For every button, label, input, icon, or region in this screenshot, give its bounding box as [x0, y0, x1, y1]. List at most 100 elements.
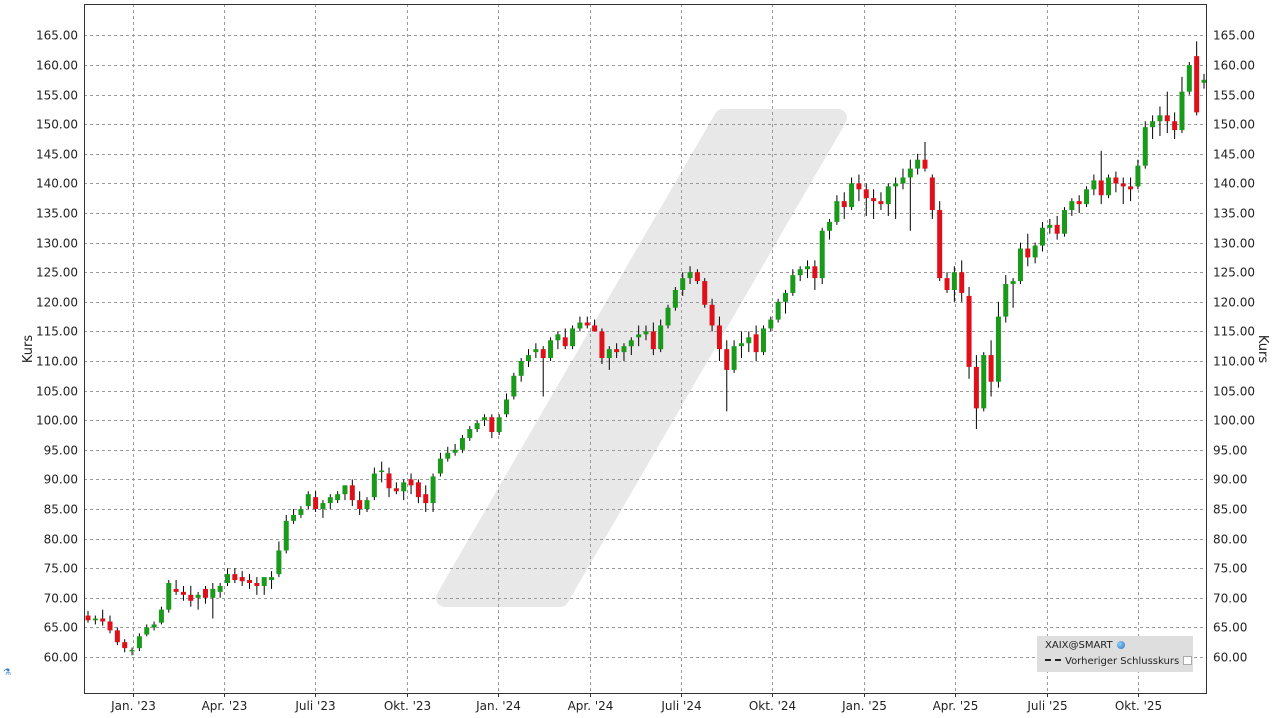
candle	[716, 316, 722, 361]
plot-frame	[84, 4, 1207, 694]
candle-body	[210, 588, 216, 598]
candle	[775, 298, 781, 323]
candle	[606, 346, 612, 370]
candle	[1135, 159, 1141, 190]
candle	[1201, 73, 1207, 89]
candle	[467, 426, 473, 441]
candle-body	[907, 168, 913, 178]
candle-body	[621, 346, 627, 353]
candle	[225, 568, 230, 586]
y-tick-label-right: 100.00	[1213, 414, 1255, 428]
x-tick-label: Jan. '23	[110, 699, 156, 713]
candle	[327, 494, 333, 509]
candle	[790, 269, 796, 296]
candle	[805, 260, 811, 279]
candle	[797, 266, 803, 282]
candle-body	[1062, 210, 1067, 234]
y-tick-label-right: 140.00	[1213, 177, 1255, 191]
y-tick-label-right: 95.00	[1213, 444, 1247, 458]
candle-body	[1157, 115, 1163, 122]
candle	[496, 414, 502, 435]
candle-body	[1003, 284, 1009, 317]
x-tick-label: Apr. '23	[202, 699, 248, 713]
candle	[430, 473, 436, 512]
y-tick-label-left: 95.00	[44, 444, 78, 458]
y-tick-label-left: 130.00	[36, 237, 78, 251]
candle-body	[158, 609, 164, 623]
candle	[423, 485, 429, 512]
y-tick-label-right: 105.00	[1213, 385, 1255, 399]
candle-body	[988, 355, 994, 382]
candle-body	[1106, 177, 1112, 196]
candle	[929, 174, 935, 219]
candle	[85, 610, 91, 623]
candle	[680, 272, 686, 296]
candle-body	[320, 503, 326, 509]
candle	[672, 287, 678, 311]
candle	[665, 304, 671, 329]
candle-body	[760, 328, 766, 353]
candle-body	[349, 485, 355, 501]
y-tick-label-left: 90.00	[44, 473, 78, 487]
candle-body	[775, 301, 781, 320]
y-tick-label-left: 105.00	[36, 385, 78, 399]
candle-body	[533, 349, 539, 353]
candle	[592, 319, 598, 332]
candle	[526, 349, 532, 367]
chart-tool-icon[interactable]: ⚗	[3, 668, 12, 678]
candle-body	[232, 574, 238, 581]
candle	[533, 343, 539, 359]
candle	[459, 435, 465, 453]
candle-body	[599, 331, 605, 359]
legend-item-row[interactable]: Vorheriger Schlusskurs	[1045, 656, 1193, 667]
candle	[386, 467, 392, 498]
x-tick-label: Okt. '23	[384, 699, 431, 713]
candle	[489, 414, 495, 438]
candle-body	[555, 334, 561, 341]
candle-body	[92, 618, 98, 621]
candle-body	[283, 520, 289, 551]
candle-body	[827, 221, 833, 231]
candle	[738, 331, 744, 359]
candle-body	[849, 183, 855, 208]
globe-icon[interactable]	[1116, 641, 1125, 649]
candle-body	[1054, 224, 1060, 234]
candle	[768, 316, 774, 332]
candle	[173, 580, 179, 595]
checkbox-square-icon[interactable]	[1183, 656, 1193, 665]
candle-body	[753, 334, 759, 353]
candle-body	[540, 349, 546, 359]
y-tick-label-right: 160.00	[1213, 59, 1255, 73]
candle-body	[489, 417, 495, 433]
candle	[92, 615, 98, 625]
candle-body	[606, 349, 612, 359]
candle	[966, 287, 972, 379]
candle-body	[959, 272, 965, 293]
candle-body	[401, 482, 407, 492]
x-tick-label: Okt. '25	[1115, 699, 1162, 713]
candle	[1003, 275, 1009, 323]
candle-body	[357, 500, 363, 509]
candle-body	[738, 343, 744, 347]
candle-body	[114, 630, 120, 643]
candle-body	[871, 198, 877, 202]
candle	[570, 325, 576, 350]
y-tick-label-left: 115.00	[36, 325, 78, 339]
candle-body	[922, 159, 928, 169]
candle-body	[944, 278, 950, 290]
candle	[658, 319, 664, 353]
y-tick-label-left: 85.00	[44, 503, 78, 517]
candle	[1084, 186, 1090, 208]
candle-body	[812, 266, 818, 279]
x-tick-label: Okt. '24	[749, 699, 796, 713]
candle	[129, 647, 135, 656]
candle	[724, 340, 730, 412]
candle-body	[1098, 180, 1104, 196]
candle	[342, 485, 348, 501]
candle	[166, 580, 172, 613]
y-tick-label-right: 165.00	[1213, 29, 1255, 43]
candle-body	[724, 349, 730, 370]
candle-body	[951, 272, 957, 290]
candle	[871, 189, 877, 219]
candle-body	[746, 337, 752, 344]
